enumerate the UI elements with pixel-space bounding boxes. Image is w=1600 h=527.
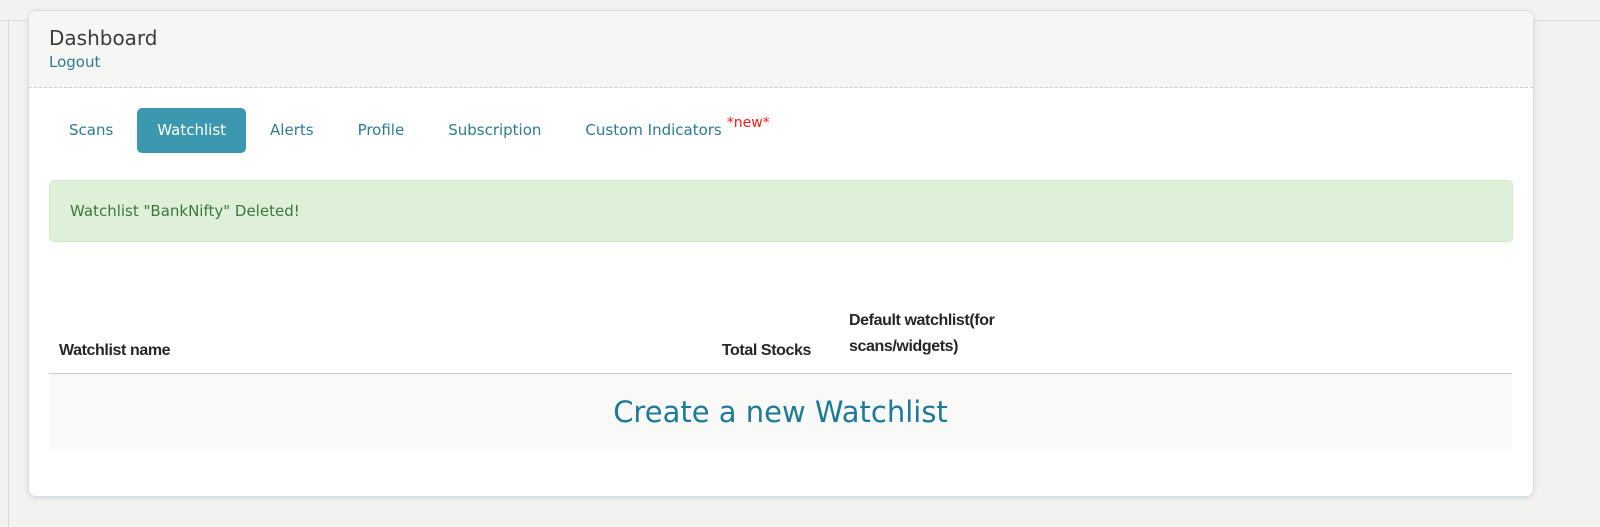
tab-profile[interactable]: Profile (338, 108, 425, 153)
card-header: Dashboard Logout (29, 11, 1533, 88)
background-divider-vertical (8, 20, 9, 527)
column-header-total-stocks: Total Stocks (721, 342, 812, 359)
tab-scans-label: Scans (69, 121, 114, 139)
watchlist-table: Watchlist name Total Stocks Default watc… (49, 308, 1512, 449)
tab-alerts[interactable]: Alerts (250, 108, 334, 153)
success-alert: Watchlist "BankNifty" Deleted! (49, 180, 1513, 242)
tab-scans[interactable]: Scans (49, 108, 133, 153)
success-alert-message: Watchlist "BankNifty" Deleted! (70, 202, 300, 220)
new-badge: *new* (726, 115, 770, 131)
tab-subscription-label: Subscription (448, 121, 542, 139)
column-header-default-watchlist: Default watchlist(for scans/widgets) (849, 312, 995, 355)
tab-custom-indicators[interactable]: Custom Indicators *new* (565, 108, 789, 154)
tab-watchlist-label: Watchlist (157, 121, 227, 139)
tab-watchlist[interactable]: Watchlist (137, 108, 247, 153)
create-watchlist-link[interactable]: Create a new Watchlist (613, 394, 948, 429)
page-title: Dashboard (49, 26, 158, 50)
empty-table-row: Create a new Watchlist (49, 373, 1512, 449)
tab-profile-label: Profile (357, 121, 405, 139)
logout-link[interactable]: Logout (49, 53, 101, 71)
table-header-row: Watchlist name Total Stocks Default watc… (49, 308, 1512, 373)
tab-subscription[interactable]: Subscription (428, 108, 561, 153)
column-header-watchlist-name: Watchlist name (59, 342, 171, 359)
dashboard-card: Dashboard Logout Scans Watchlist Alerts … (28, 10, 1534, 497)
tab-custom-indicators-label: Custom Indicators (585, 121, 722, 139)
tab-bar: Scans Watchlist Alerts Profile Subscript… (29, 108, 1533, 154)
tab-alerts-label: Alerts (270, 121, 314, 139)
